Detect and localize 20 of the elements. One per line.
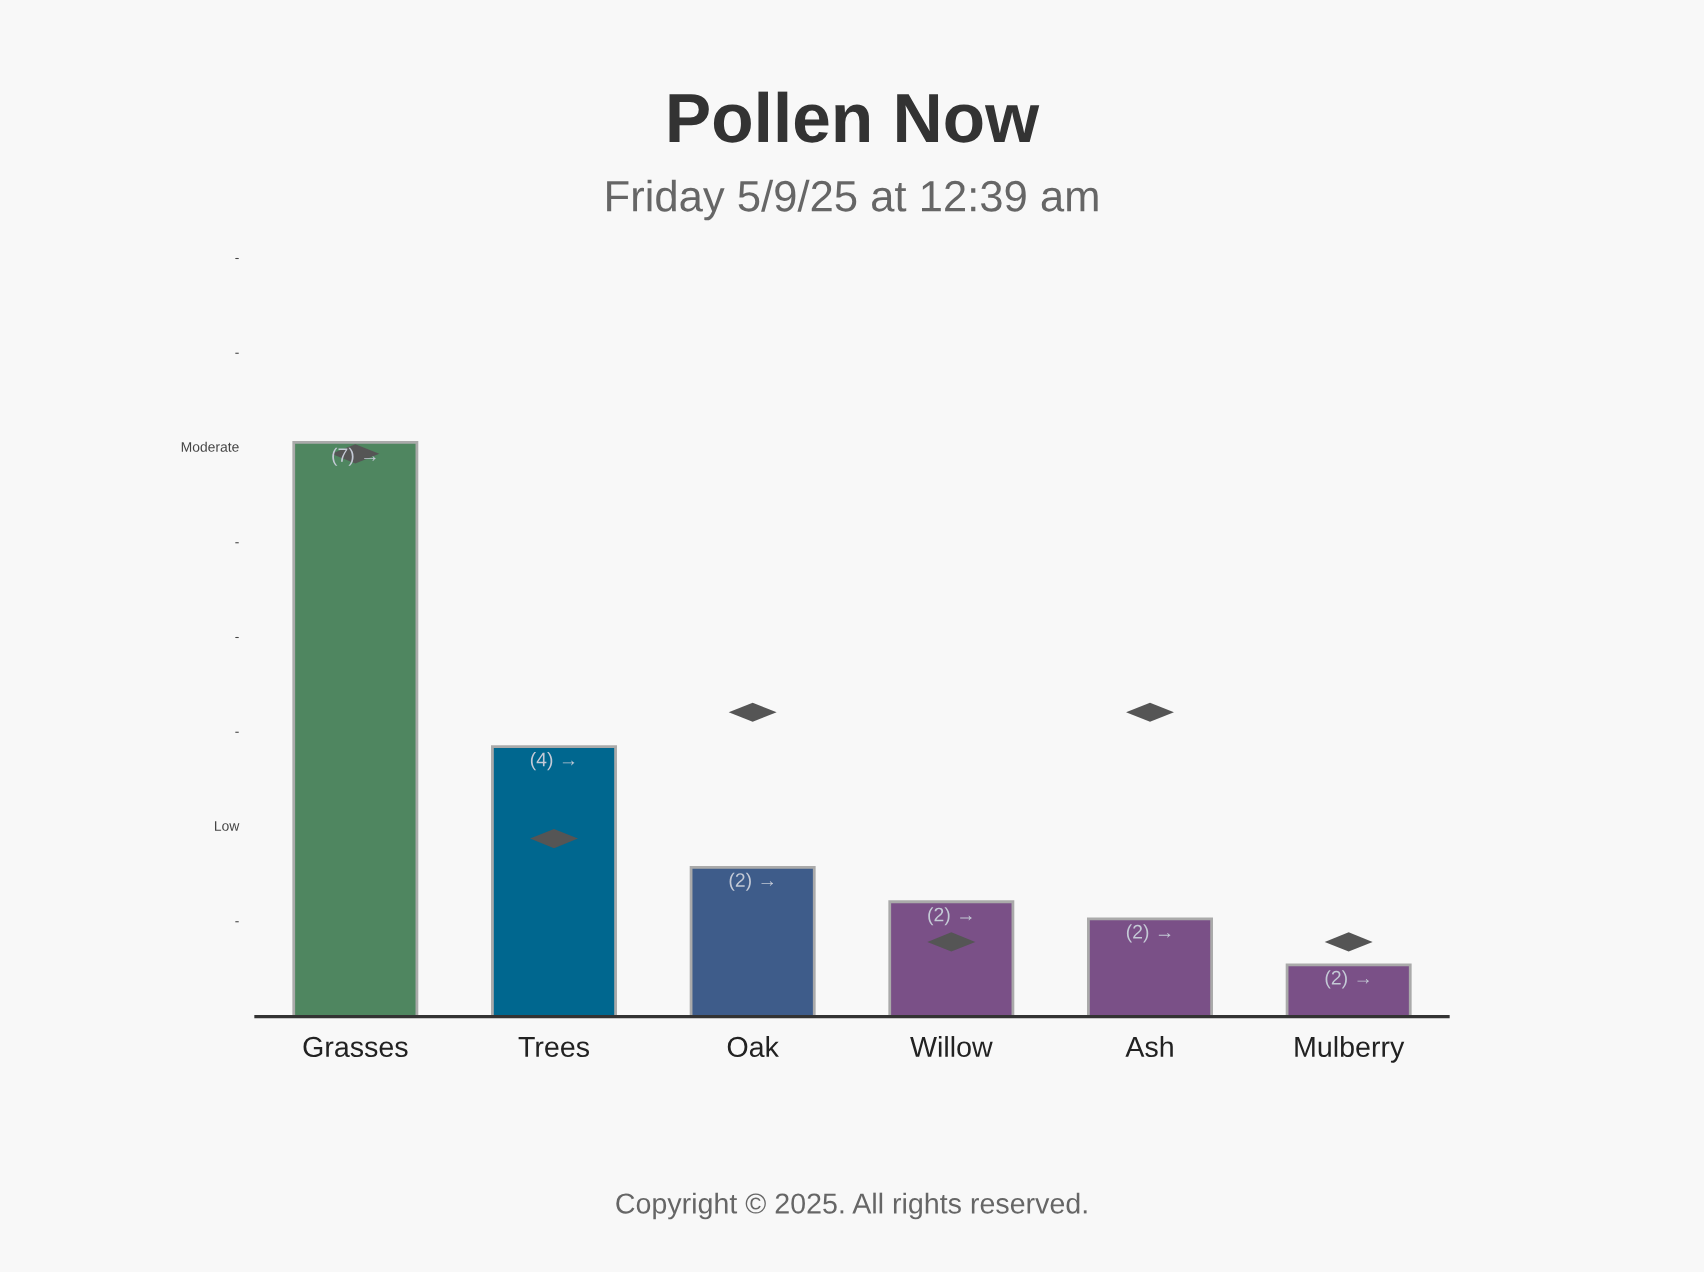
- bar: [292, 440, 419, 1017]
- x-tick-label: Willow: [910, 1036, 993, 1058]
- x-tick-label: Grasses: [303, 1036, 408, 1058]
- chart-title: Pollen Now: [669, 91, 1040, 143]
- bar: [689, 865, 816, 1017]
- annotation: (2) →: [1325, 970, 1370, 989]
- bar: [1087, 917, 1213, 1017]
- x-tick-label: Trees: [518, 1037, 589, 1058]
- x-tick-label: Oak: [727, 1036, 779, 1058]
- annotation: (2) →: [1126, 924, 1171, 943]
- x-tick-label: Mulberry: [1295, 1036, 1405, 1063]
- annotation: (2) →: [928, 907, 972, 926]
- bar: [1285, 963, 1412, 1017]
- annotation: (4) →: [530, 752, 575, 771]
- bar: [888, 900, 1015, 1017]
- text: Copyright © 2025. All rights reserved.: [616, 1192, 1087, 1220]
- bar: [491, 745, 617, 1017]
- chart-subtitle: Friday 5/9/25 at 12:39 am: [607, 179, 1098, 221]
- x-tick-label: Ash: [1125, 1036, 1173, 1058]
- annotation: (2) →: [729, 872, 774, 891]
